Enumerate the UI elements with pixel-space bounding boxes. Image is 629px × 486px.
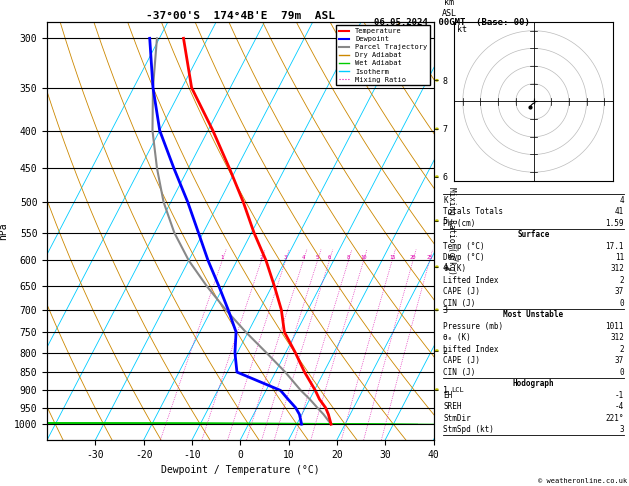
Text: Dewp (°C): Dewp (°C) [443, 253, 485, 262]
Text: 8: 8 [347, 256, 350, 260]
Text: 1011: 1011 [606, 322, 624, 331]
Text: kt: kt [457, 25, 467, 35]
Text: -4: -4 [615, 402, 624, 411]
Text: 06.05.2024  00GMT  (Base: 00): 06.05.2024 00GMT (Base: 00) [374, 18, 530, 28]
Legend: Temperature, Dewpoint, Parcel Trajectory, Dry Adiabat, Wet Adiabat, Isotherm, Mi: Temperature, Dewpoint, Parcel Trajectory… [337, 25, 430, 86]
Text: CAPE (J): CAPE (J) [443, 356, 480, 365]
Text: LCL: LCL [451, 387, 464, 393]
Text: 4: 4 [620, 196, 624, 205]
Text: 37: 37 [615, 356, 624, 365]
Text: 2: 2 [620, 276, 624, 285]
Title: -37°00'S  174°4B'E  79m  ASL: -37°00'S 174°4B'E 79m ASL [146, 11, 335, 21]
Text: Pressure (mb): Pressure (mb) [443, 322, 503, 331]
Text: Surface: Surface [517, 230, 550, 239]
Text: Temp (°C): Temp (°C) [443, 242, 485, 251]
Text: CAPE (J): CAPE (J) [443, 287, 480, 296]
Text: CIN (J): CIN (J) [443, 368, 476, 377]
Text: -1: -1 [615, 391, 624, 399]
Text: 0: 0 [620, 299, 624, 308]
Y-axis label: Mixing Ratio (g/kg): Mixing Ratio (g/kg) [447, 187, 456, 275]
Text: 11: 11 [615, 253, 624, 262]
Text: 5: 5 [316, 256, 319, 260]
Text: 312: 312 [610, 264, 624, 274]
Text: 6: 6 [328, 256, 331, 260]
Text: 3: 3 [620, 425, 624, 434]
Text: 0: 0 [620, 368, 624, 377]
Y-axis label: hPa: hPa [0, 222, 8, 240]
Text: Lifted Index: Lifted Index [443, 276, 499, 285]
Text: Most Unstable: Most Unstable [503, 311, 564, 319]
Text: 3: 3 [284, 256, 287, 260]
Text: 2: 2 [620, 345, 624, 354]
Text: StmDir: StmDir [443, 414, 470, 423]
Text: SREH: SREH [443, 402, 462, 411]
Text: 17.1: 17.1 [606, 242, 624, 251]
X-axis label: Dewpoint / Temperature (°C): Dewpoint / Temperature (°C) [161, 465, 320, 475]
Text: 1: 1 [221, 256, 224, 260]
Text: K: K [443, 196, 448, 205]
Text: 4: 4 [302, 256, 305, 260]
Text: 10: 10 [360, 256, 367, 260]
Text: θₑ(K): θₑ(K) [443, 264, 466, 274]
Text: 1.59: 1.59 [606, 219, 624, 227]
Text: km
ASL: km ASL [442, 0, 457, 17]
Text: 37: 37 [615, 287, 624, 296]
Text: Hodograph: Hodograph [513, 379, 554, 388]
Text: 312: 312 [610, 333, 624, 342]
Text: 20: 20 [409, 256, 416, 260]
Text: Totals Totals: Totals Totals [443, 207, 503, 216]
Text: CIN (J): CIN (J) [443, 299, 476, 308]
Text: 15: 15 [389, 256, 396, 260]
Text: 221°: 221° [606, 414, 624, 423]
Text: © weatheronline.co.uk: © weatheronline.co.uk [538, 478, 627, 484]
Text: Lifted Index: Lifted Index [443, 345, 499, 354]
Text: PW (cm): PW (cm) [443, 219, 476, 227]
Text: 2: 2 [260, 256, 263, 260]
Text: 41: 41 [615, 207, 624, 216]
Text: StmSpd (kt): StmSpd (kt) [443, 425, 494, 434]
Text: 25: 25 [426, 256, 433, 260]
Text: θₑ (K): θₑ (K) [443, 333, 470, 342]
Text: EH: EH [443, 391, 452, 399]
